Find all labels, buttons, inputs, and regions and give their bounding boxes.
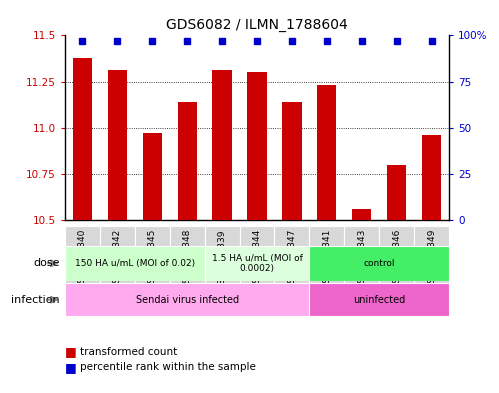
Text: 1.5 HA u/mL (MOI of
0.0002): 1.5 HA u/mL (MOI of 0.0002) (212, 253, 302, 273)
Bar (65, 246, 205, 281)
Bar (65, 283, 309, 316)
Text: GSM1642341: GSM1642341 (322, 229, 331, 289)
Bar (205, 226, 240, 287)
Bar (379, 226, 414, 287)
Bar (248, 72, 266, 220)
Bar (100, 226, 135, 287)
Text: GSM1642346: GSM1642346 (392, 229, 401, 289)
Bar (414, 226, 449, 287)
Bar (282, 102, 301, 220)
Bar (205, 246, 309, 281)
Text: uninfected: uninfected (353, 295, 405, 305)
Text: Sendai virus infected: Sendai virus infected (136, 295, 239, 305)
Bar (73, 57, 92, 220)
Text: GSM1642342: GSM1642342 (113, 229, 122, 289)
Text: dose: dose (33, 258, 60, 268)
Bar (274, 226, 309, 287)
Text: control: control (363, 259, 395, 268)
Text: GSM1642347: GSM1642347 (287, 229, 296, 289)
Bar (352, 209, 371, 220)
Bar (344, 226, 379, 287)
Text: GSM1642344: GSM1642344 (252, 229, 261, 289)
Bar (143, 133, 162, 220)
Text: GSM1642339: GSM1642339 (218, 229, 227, 290)
Bar (317, 85, 336, 220)
Text: ■: ■ (65, 345, 77, 358)
Text: transformed count: transformed count (80, 347, 177, 357)
Bar (108, 70, 127, 220)
Bar (178, 102, 197, 220)
Bar (309, 283, 449, 316)
Text: GSM1642343: GSM1642343 (357, 229, 366, 289)
Bar (309, 226, 344, 287)
Text: GSM1642345: GSM1642345 (148, 229, 157, 289)
Bar (309, 246, 449, 281)
Bar (170, 226, 205, 287)
Bar (240, 226, 274, 287)
Text: percentile rank within the sample: percentile rank within the sample (80, 362, 255, 373)
Text: GSM1642348: GSM1642348 (183, 229, 192, 289)
Bar (65, 226, 100, 287)
Text: GSM1642349: GSM1642349 (427, 229, 436, 289)
Text: infection: infection (11, 295, 60, 305)
Bar (135, 226, 170, 287)
Text: GSM1642340: GSM1642340 (78, 229, 87, 289)
Bar (213, 70, 232, 220)
Title: GDS6082 / ILMN_1788604: GDS6082 / ILMN_1788604 (166, 18, 348, 31)
Bar (422, 135, 441, 220)
Text: 150 HA u/mL (MOI of 0.02): 150 HA u/mL (MOI of 0.02) (75, 259, 195, 268)
Text: ■: ■ (65, 361, 77, 374)
Bar (387, 165, 406, 220)
